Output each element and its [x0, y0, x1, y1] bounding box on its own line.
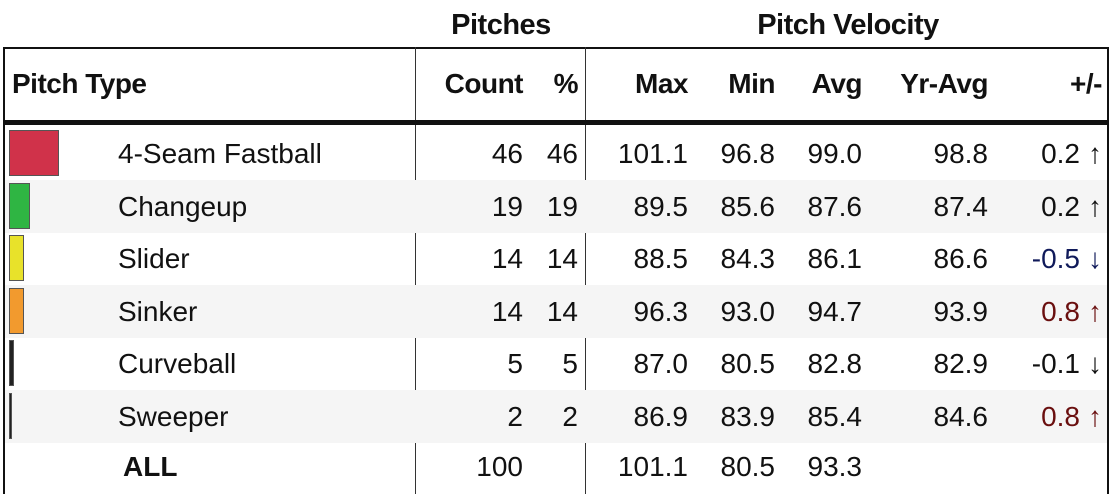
diff-value: 0.2	[1041, 190, 1080, 222]
cell-pct: 5	[562, 348, 578, 379]
diff-value: 0.2	[1041, 138, 1080, 169]
cell-yr-avg: 86.6	[933, 243, 989, 274]
pitch-share-bar	[9, 235, 24, 281]
table-row: Sinker 14 14 96.3 93.0 94.7 93.9 0.8 ↑	[5, 284, 1107, 338]
group-header-pitches: Pitches	[451, 9, 551, 41]
cell-pct: 46	[546, 138, 578, 169]
total-label: ALL	[123, 451, 178, 482]
table-row: Sweeper 2 2 86.9 83.9 85.4 84.6 0.8 ↑	[5, 389, 1107, 443]
arrow-up-icon: ↑	[1088, 138, 1102, 169]
cell-yr-avg: 93.9	[933, 295, 989, 327]
cell-avg: 86.1	[807, 243, 863, 274]
cell-yr-avg: 82.9	[933, 348, 989, 379]
total-min: 80.5	[720, 451, 776, 482]
table-row: 4-Seam Fastball 46 46 101.1 96.8 99.0 98.8 0.2 ↑	[5, 127, 1107, 180]
column-header-diff: +/-	[1070, 68, 1102, 99]
diff-value: 0.8	[1041, 295, 1080, 327]
cell-min: 96.8	[720, 138, 776, 169]
table-row-total: ALL 100 101.1 80.5 93.3	[5, 440, 1107, 493]
column-header-min: Min	[728, 68, 775, 99]
pitch-type-name: Slider	[118, 243, 190, 274]
cell-diff: 0.8 ↑	[995, 285, 1102, 338]
pitch-type-name: Sinker	[118, 295, 198, 327]
cell-max: 96.3	[633, 295, 689, 327]
table-row: Changeup 19 19 89.5 85.6 87.6 87.4 0.2 ↑	[5, 179, 1107, 233]
cell-count: 2	[507, 400, 523, 432]
cell-max: 87.0	[633, 348, 689, 379]
arrow-up-icon: ↑	[1088, 400, 1102, 432]
cell-yr-avg: 98.8	[933, 138, 989, 169]
cell-count: 14	[491, 295, 523, 327]
cell-max: 86.9	[633, 400, 689, 432]
cell-count: 46	[491, 138, 523, 169]
column-header-pct: %	[553, 68, 579, 99]
cell-count: 5	[507, 348, 523, 379]
column-header-count: Count	[444, 68, 524, 99]
pitch-share-bar	[9, 130, 59, 176]
cell-max: 89.5	[633, 190, 689, 222]
cell-min: 80.5	[720, 348, 776, 379]
cell-diff: 0.2 ↑	[995, 180, 1102, 233]
header-separator	[3, 120, 1109, 125]
pitch-share-bar	[9, 182, 30, 229]
cell-min: 84.3	[720, 243, 776, 274]
cell-pct: 19	[546, 190, 578, 222]
diff-value: -0.5	[1031, 243, 1080, 274]
cell-min: 85.6	[720, 190, 776, 222]
table-row: Slider 14 14 88.5 84.3 86.1 86.6 -0.5 ↓	[5, 232, 1107, 285]
cell-diff: -0.5 ↓	[995, 232, 1102, 285]
cell-avg: 85.4	[807, 400, 863, 432]
column-header-pitch-type: Pitch Type	[12, 68, 147, 99]
column-header-max: Max	[635, 68, 688, 99]
cell-count: 19	[491, 190, 523, 222]
column-header-avg: Avg	[811, 68, 863, 99]
pitch-type-name: Changeup	[118, 190, 248, 222]
arrow-down-icon: ↓	[1088, 243, 1102, 274]
cell-count: 14	[491, 243, 523, 274]
cell-yr-avg: 87.4	[933, 190, 989, 222]
pitch-share-bar	[9, 340, 14, 386]
diff-value: 0.8	[1041, 400, 1080, 432]
cell-diff: 0.8 ↑	[995, 390, 1102, 443]
cell-yr-avg: 84.6	[933, 400, 989, 432]
cell-avg: 87.6	[807, 190, 863, 222]
cell-diff: 0.2 ↑	[995, 127, 1102, 180]
total-count: 100	[476, 451, 523, 482]
cell-max: 88.5	[633, 243, 689, 274]
cell-pct: 2	[562, 400, 578, 432]
divider-velocity	[585, 47, 586, 494]
table-row: Curveball 5 5 87.0 80.5 82.8 82.9 -0.1 ↓	[5, 337, 1107, 390]
group-header-pitch-velocity: Pitch Velocity	[757, 9, 939, 41]
column-header-yr-avg: Yr-Avg	[900, 68, 988, 99]
total-max: 101.1	[617, 451, 688, 482]
diff-value: -0.1	[1031, 348, 1080, 379]
cell-diff: -0.1 ↓	[995, 337, 1102, 390]
cell-min: 93.0	[720, 295, 776, 327]
cell-min: 83.9	[720, 400, 776, 432]
arrow-down-icon: ↓	[1088, 348, 1102, 379]
cell-max: 101.1	[617, 138, 688, 169]
cell-avg: 99.0	[807, 138, 863, 169]
cell-avg: 82.8	[807, 348, 863, 379]
table-frame	[3, 47, 1109, 494]
pitch-share-bar	[9, 287, 24, 334]
pitch-type-name: Sweeper	[118, 400, 229, 432]
divider-pitches	[415, 47, 416, 494]
cell-pct: 14	[546, 295, 578, 327]
cell-pct: 14	[546, 243, 578, 274]
total-avg: 93.3	[807, 451, 863, 482]
arrow-up-icon: ↑	[1088, 295, 1102, 327]
cell-avg: 94.7	[807, 295, 863, 327]
pitch-share-bar	[9, 392, 12, 439]
pitch-type-name: 4-Seam Fastball	[118, 138, 322, 169]
pitch-type-name: Curveball	[118, 348, 237, 379]
arrow-up-icon: ↑	[1088, 190, 1102, 222]
